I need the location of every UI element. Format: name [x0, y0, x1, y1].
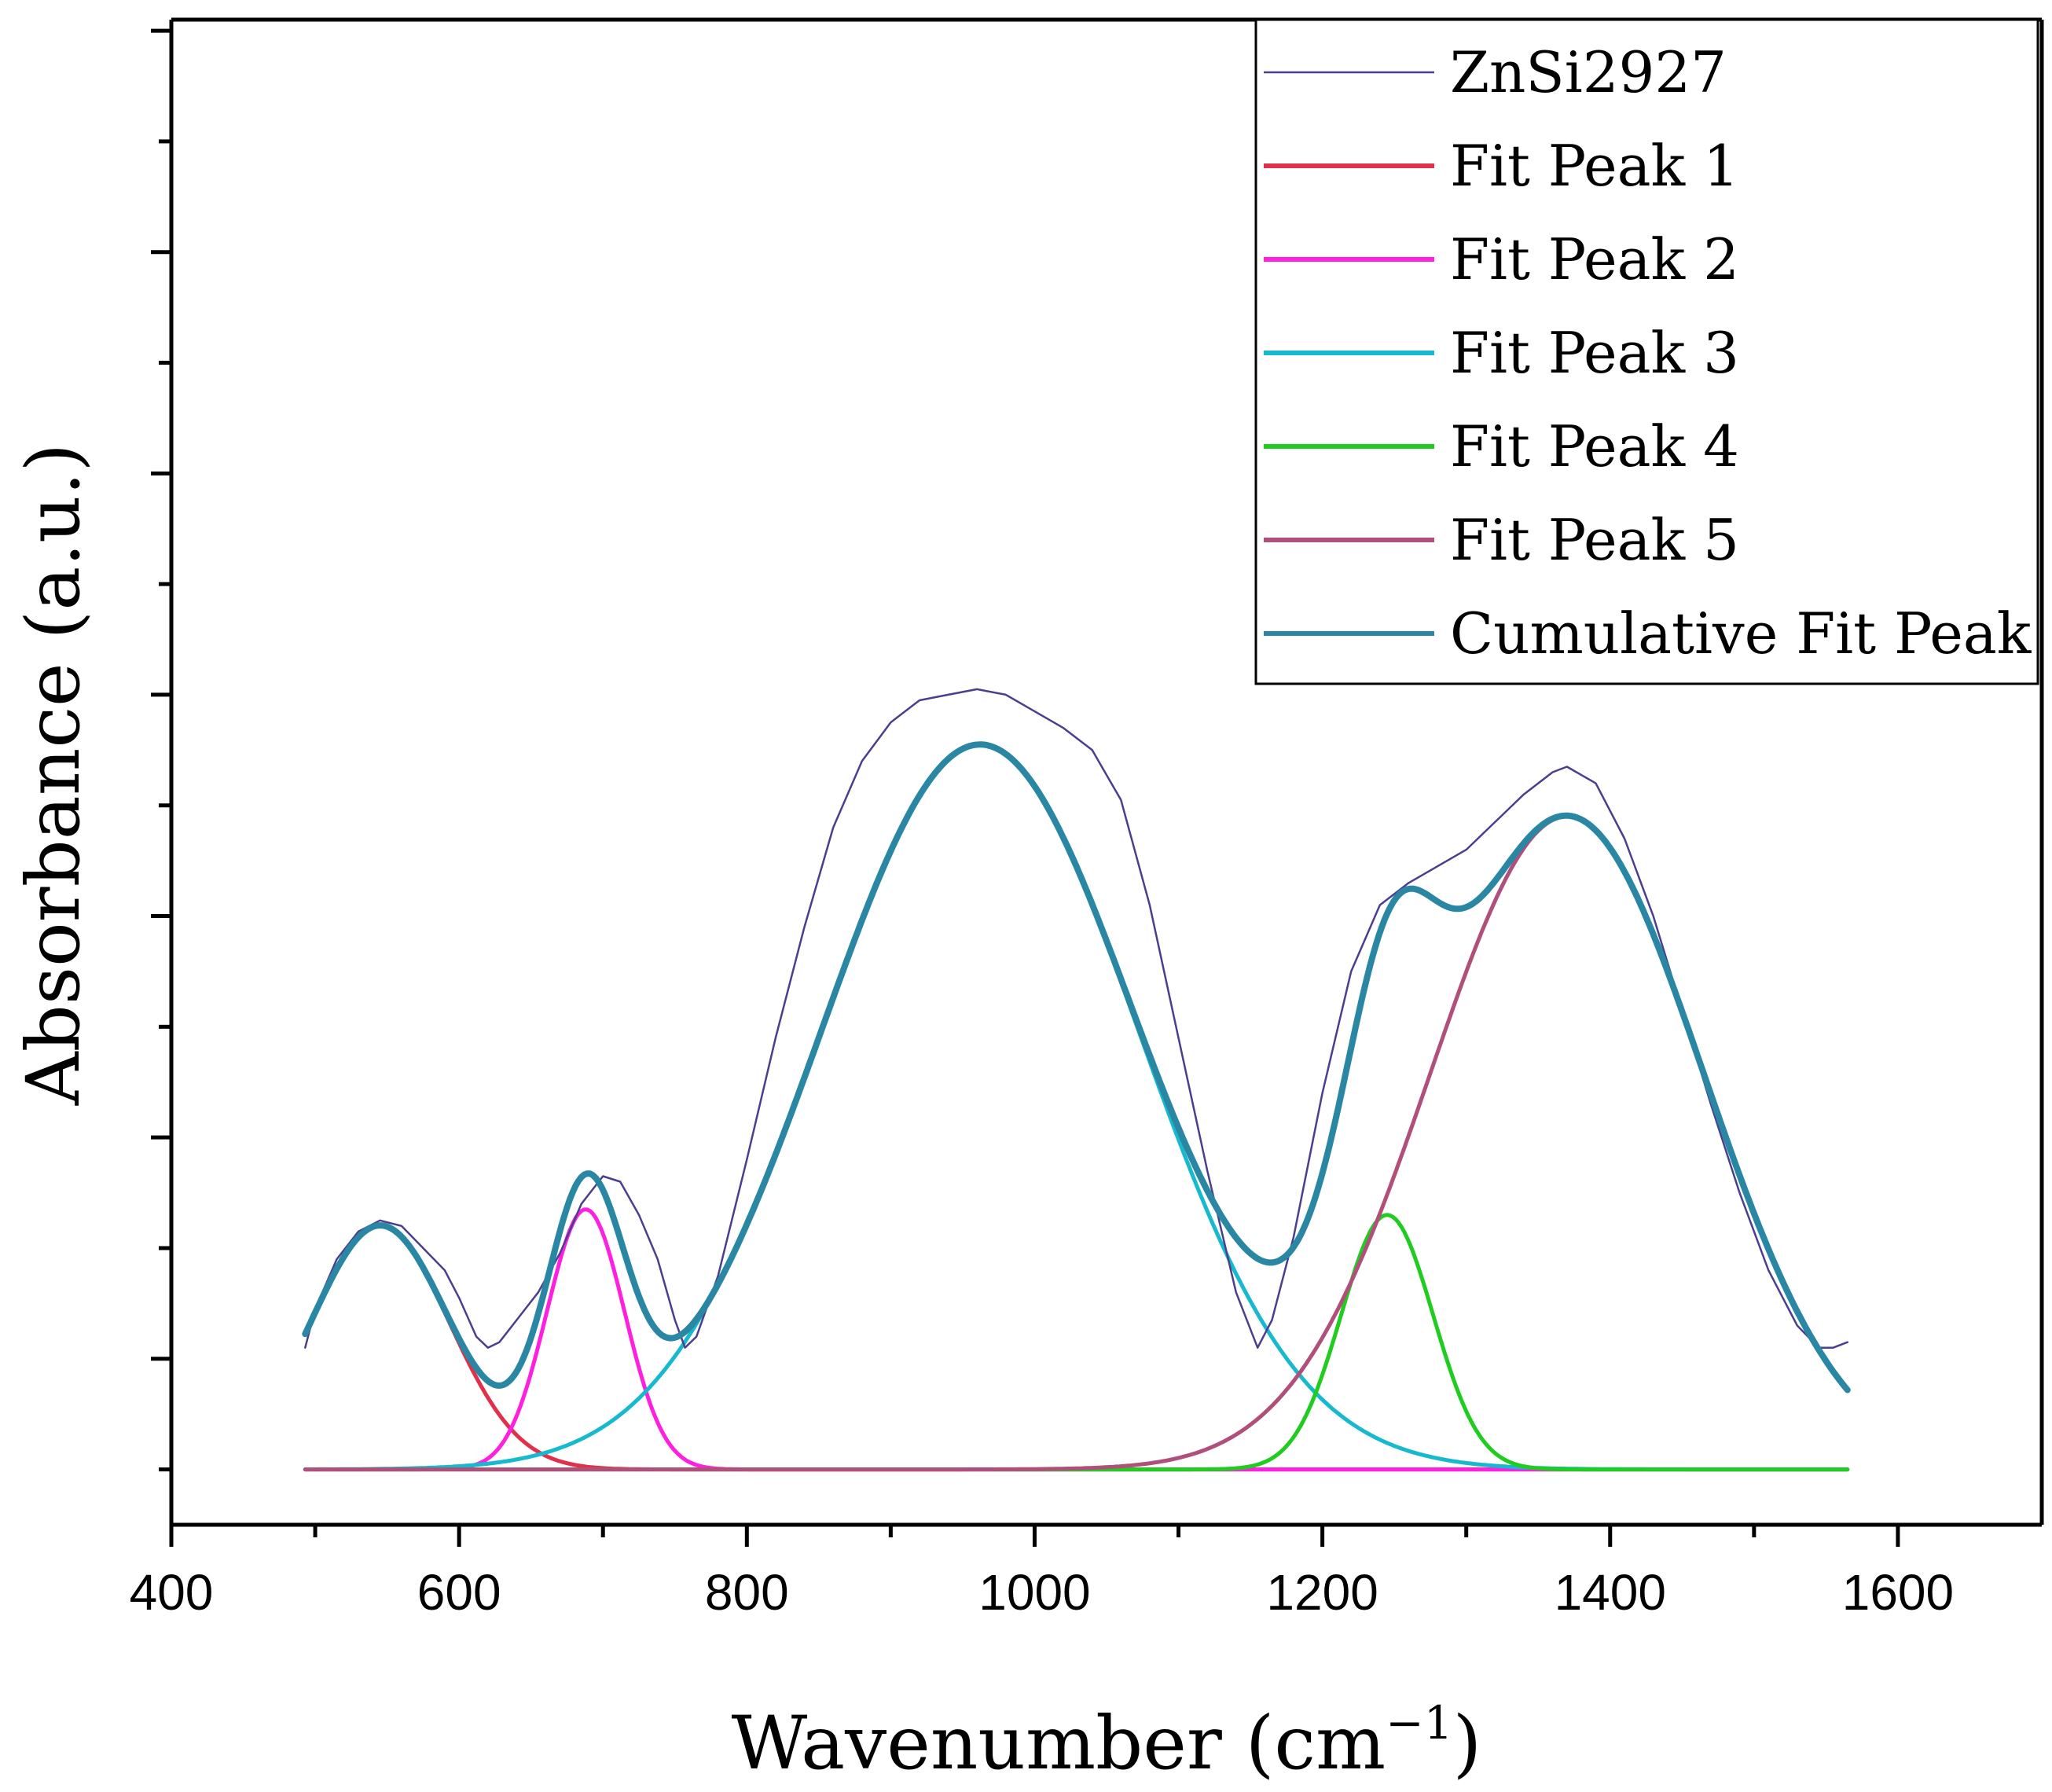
x-tick-label: 1200 [1266, 1564, 1378, 1621]
x-axis-label-superscript: −1 [1386, 1696, 1453, 1750]
x-axis-label-main: Wavenumber (cm [732, 1701, 1386, 1786]
x-tick-label: 600 [417, 1564, 501, 1621]
y-axis-label: Absorbance (a.u.) [11, 443, 97, 1106]
legend-label-fit-peak-5: Fit Peak 5 [1450, 507, 1739, 573]
legend-label-fit-peak-1: Fit Peak 1 [1450, 133, 1739, 199]
legend-label-fit-peak-3: Fit Peak 3 [1450, 320, 1739, 386]
x-tick-label: 1400 [1555, 1564, 1666, 1621]
legend-label-fit-peak-4: Fit Peak 4 [1450, 413, 1739, 479]
legend: ZnSi2927 Fit Peak 1 Fit Peak 2 Fit Peak 3 Fi… [1254, 18, 2039, 685]
legend-label-cumulative-fit-peak: Cumulative Fit Peak [1450, 600, 2032, 666]
x-tick-label: 1600 [1842, 1564, 1954, 1621]
series-line-cumulative-fit-peak [302, 741, 1851, 1394]
x-axis-label-end: ) [1453, 1701, 1482, 1786]
x-axis-label: Wavenumber (cm−1) [732, 1696, 1482, 1786]
series-curves [302, 688, 1851, 1472]
x-tick-label: 800 [705, 1564, 789, 1621]
x-tick-label: 1000 [978, 1564, 1090, 1621]
series-line-znsi2927 [304, 688, 1849, 1349]
x-tick-label: 400 [130, 1564, 214, 1621]
legend-label-fit-peak-2: Fit Peak 2 [1450, 226, 1739, 292]
legend-label-znsi2927: ZnSi2927 [1450, 39, 1727, 105]
